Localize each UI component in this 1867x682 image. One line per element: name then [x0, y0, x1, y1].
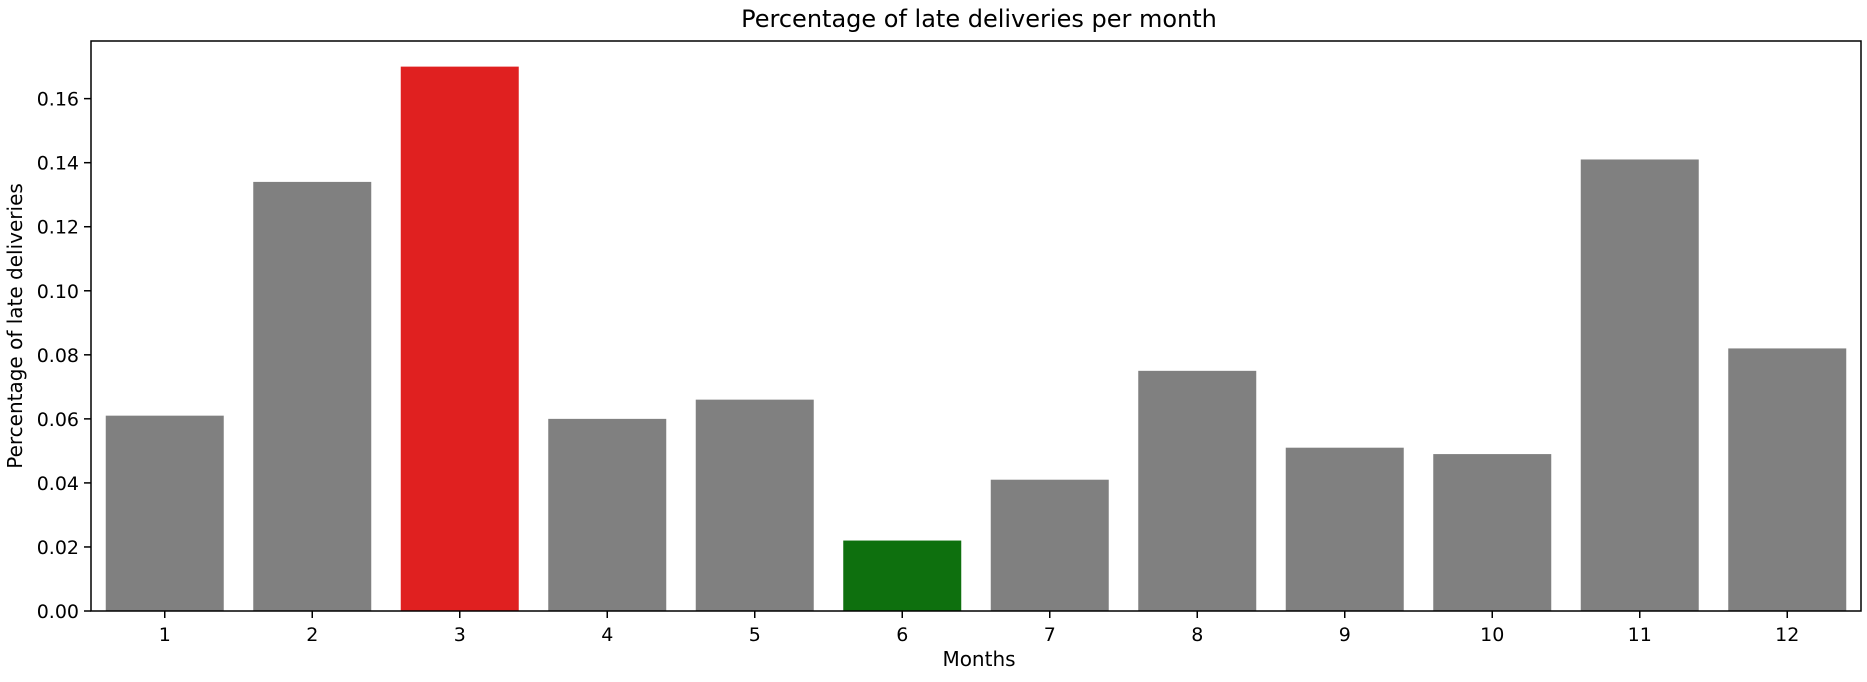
- bars-layer: [105, 66, 1847, 612]
- bar-month-7: [990, 479, 1109, 611]
- x-axis-title: Months: [942, 647, 1015, 671]
- bar-month-10: [1433, 454, 1552, 611]
- x-tick-label: 10: [1480, 624, 1504, 646]
- x-tick-label: 9: [1339, 624, 1351, 646]
- bar-month-11: [1580, 159, 1699, 612]
- y-tick-label: 0.04: [37, 473, 79, 495]
- y-tick-label: 0.02: [37, 537, 79, 559]
- bar-month-4: [548, 418, 667, 611]
- bar-month-8: [1138, 370, 1257, 611]
- x-tick-label: 2: [306, 624, 318, 646]
- bar-month-1: [105, 415, 224, 611]
- y-tick-label: 0.08: [37, 345, 79, 367]
- y-tick-label: 0.12: [37, 217, 79, 239]
- bar-month-12: [1728, 348, 1847, 611]
- bar-month-6: [843, 540, 962, 611]
- y-axis-title: Percentage of late deliveries: [3, 183, 27, 469]
- x-tick-label: 12: [1775, 624, 1799, 646]
- x-axis: 1 2 3 4 5 6 7 8 9 10 11 12: [159, 611, 1799, 646]
- plot-frame: [90, 40, 1862, 612]
- x-tick-label: 5: [749, 624, 761, 646]
- y-tick-label: 0.10: [37, 281, 79, 303]
- y-axis: 0.00 0.02 0.04 0.06 0.08 0.10 0.12 0.14 0.16: [37, 89, 91, 623]
- x-tick-label: 11: [1628, 624, 1652, 646]
- y-tick-label: 0.14: [37, 153, 79, 175]
- bar-month-9: [1285, 447, 1404, 611]
- x-tick-label: 4: [601, 624, 613, 646]
- y-tick-label: 0.06: [37, 409, 79, 431]
- chart-title: Percentage of late deliveries per month: [741, 5, 1217, 33]
- bar-month-2: [253, 181, 372, 611]
- x-tick-label: 7: [1044, 624, 1056, 646]
- bar-month-3: [400, 66, 519, 612]
- y-tick-label: 0.00: [37, 601, 79, 623]
- bar-month-5: [695, 399, 814, 611]
- y-tick-label: 0.16: [37, 89, 79, 111]
- x-tick-label: 1: [159, 624, 171, 646]
- x-tick-label: 6: [896, 624, 908, 646]
- x-tick-label: 3: [454, 624, 466, 646]
- x-tick-label: 8: [1191, 624, 1203, 646]
